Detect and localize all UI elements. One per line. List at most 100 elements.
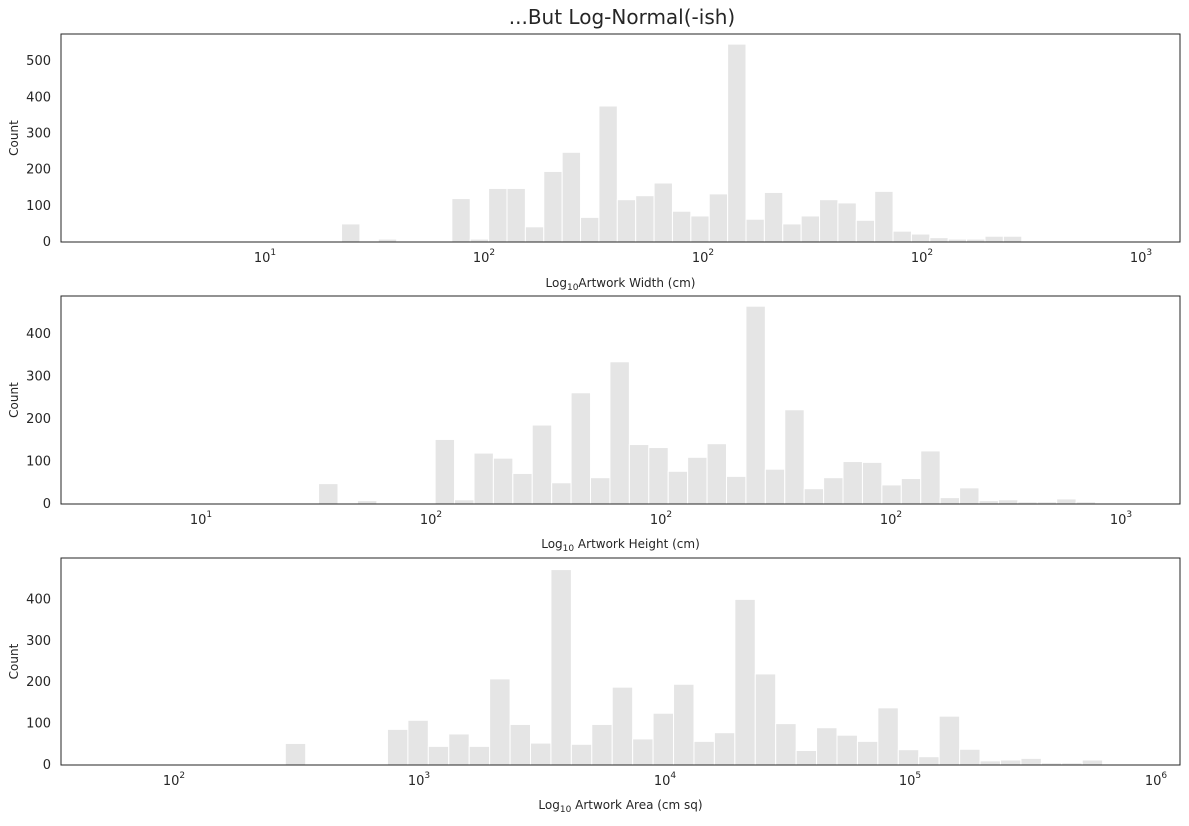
histogram-bar: [837, 202, 857, 243]
x-tick-label: 104: [654, 771, 677, 789]
histogram-bar: [877, 707, 899, 766]
histogram-bar: [745, 305, 766, 505]
histogram-bar: [318, 483, 339, 505]
histogram-bar: [800, 215, 821, 243]
histogram-bar: [687, 456, 708, 505]
histogram-bar: [509, 723, 531, 766]
y-tick-label: 400: [26, 327, 51, 342]
histogram-bar: [939, 497, 961, 505]
x-axis-label: Log10Artwork Width (cm): [546, 276, 696, 293]
x-tick-label: 101: [190, 510, 212, 528]
plot-frame: [60, 295, 1181, 505]
histogram-bar: [652, 712, 675, 766]
histogram-bar: [855, 219, 876, 243]
histogram-bar: [745, 218, 765, 243]
histogram-bar: [713, 732, 736, 766]
histogram-bar: [570, 392, 592, 505]
histogram-bar: [997, 499, 1019, 505]
histogram-bar: [763, 191, 784, 243]
x-axis-label: Log10 Artwork Height (cm): [541, 537, 700, 554]
x-axis-label: Log10 Artwork Area (cm sq): [538, 798, 702, 815]
y-axis-label: Count: [7, 382, 21, 418]
histogram-bar: [492, 457, 514, 505]
histogram-bar: [910, 233, 931, 243]
histogram-bar: [938, 715, 961, 766]
histogram-bar: [653, 182, 673, 243]
histogram-bar: [551, 482, 572, 505]
histogram-bar: [590, 477, 611, 505]
y-tick-label: 400: [26, 592, 51, 607]
histogram-bar: [580, 216, 600, 243]
histogram-bar: [984, 235, 1004, 243]
bars: [123, 305, 1116, 505]
x-tick-label: 103: [1110, 510, 1132, 528]
y-tick-label: 0: [43, 758, 51, 773]
x-tick-label: 102: [880, 510, 902, 528]
histogram-bar: [959, 748, 981, 766]
histogram-bar: [708, 193, 729, 243]
histogram-bar: [918, 756, 940, 766]
histogram-bar: [341, 223, 361, 243]
histogram-bar: [861, 461, 883, 505]
histogram-bar: [690, 215, 710, 243]
area-histogram-panel: 0 100 200 300 400 102 103 104 105 106 Log10 Artwor…: [7, 557, 1181, 815]
histogram-bar: [448, 733, 470, 766]
histogram-bar: [900, 478, 922, 505]
histogram-bar: [734, 598, 756, 766]
histogram-bar: [529, 742, 552, 766]
histogram-bar: [816, 727, 838, 766]
histogram-bar: [570, 743, 593, 766]
histogram-bar: [979, 760, 1001, 766]
histogram-bar: [803, 488, 825, 505]
bars: [121, 569, 1165, 766]
histogram-bar: [819, 199, 839, 243]
histogram-bar: [598, 105, 618, 243]
histogram-bar: [531, 424, 553, 505]
histogram-bar: [693, 740, 715, 766]
y-tick-label: 0: [43, 497, 51, 512]
x-tick-label: 106: [1145, 771, 1168, 789]
histogram-bar: [795, 750, 818, 766]
height-histogram-panel: 0 100 200 300 400 101 102 102 102 103 Log10 Artwor…: [7, 295, 1181, 554]
histogram-bar: [434, 438, 456, 505]
histogram-bar: [1081, 759, 1104, 766]
y-tick-label: 200: [26, 412, 51, 427]
histogram-bar: [356, 500, 378, 505]
x-tick-label: 102: [650, 510, 672, 528]
histogram-bar: [591, 723, 613, 766]
histogram-bar: [427, 745, 450, 766]
x-tick-label: 105: [899, 771, 921, 789]
histogram-bar: [512, 472, 533, 505]
x-tick-label: 103: [408, 771, 430, 789]
y-tick-label: 400: [26, 90, 51, 105]
histogram-bar: [1020, 757, 1042, 766]
x-tick-label: 102: [692, 248, 714, 266]
bars: [120, 43, 1060, 243]
histogram-bar: [628, 444, 650, 505]
histogram-bar: [725, 475, 747, 505]
histogram-bar: [616, 199, 637, 243]
y-axis-label: Count: [7, 120, 21, 156]
histogram-bar: [543, 170, 563, 243]
histogram-bar: [648, 447, 669, 505]
histogram-bar: [897, 749, 920, 766]
histogram-bar: [561, 151, 582, 243]
histogram-bar: [999, 759, 1022, 766]
histogram-bar: [611, 686, 634, 766]
histogram-bar: [764, 468, 786, 505]
histogram-bar: [468, 745, 491, 766]
histogram-bar: [978, 500, 999, 505]
y-tick-label: 200: [26, 163, 51, 178]
y-axis-label: Count: [7, 643, 21, 679]
plot-frame: [60, 557, 1181, 766]
histogram-bar: [874, 190, 894, 243]
histogram-bar: [782, 223, 802, 243]
y-tick-label: 0: [43, 235, 51, 250]
histogram-bar: [929, 237, 949, 243]
x-tick-label: 102: [473, 248, 495, 266]
figure-title: ...But Log-Normal(-ish): [508, 5, 736, 29]
histogram-bar: [856, 740, 879, 766]
histogram-bar: [386, 728, 409, 766]
histogram-bar: [823, 477, 844, 505]
histogram-bar: [524, 226, 545, 243]
